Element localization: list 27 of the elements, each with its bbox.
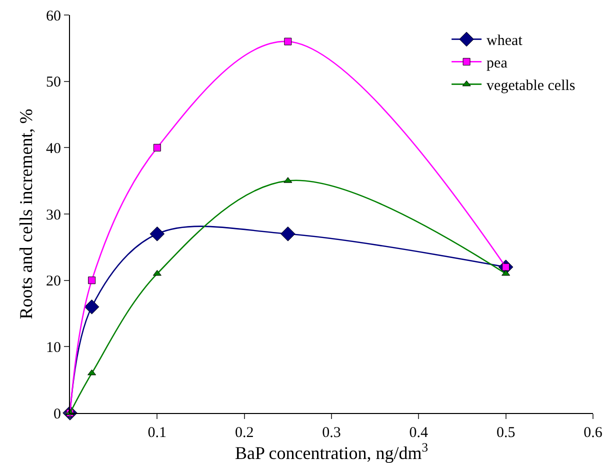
point: [84, 299, 100, 314]
x-tick-label: 0.5: [496, 425, 516, 441]
y-tick-label: 40: [46, 140, 61, 157]
x-tick-label: 0.4: [409, 425, 429, 441]
x-tick-label: 0.3: [322, 425, 341, 441]
y-tick-label: 50: [46, 74, 61, 91]
x-tick-label: 0.1: [148, 425, 167, 441]
y-axis-title: Roots and cells increment, %: [16, 108, 36, 320]
y-tick-label: 60: [46, 8, 61, 24]
x-tick-label: 0.6: [584, 425, 603, 441]
x-axis-title: BaP concentration, ng/dm$^{3}$: [234, 440, 428, 463]
x-tick-label: 0.2: [234, 425, 254, 441]
point: [150, 226, 165, 242]
point: [502, 270, 510, 276]
point: [280, 226, 296, 242]
point: [152, 270, 162, 276]
y-tick-label: 20: [46, 274, 61, 290]
point: [88, 276, 96, 284]
point: [153, 144, 161, 152]
point: [284, 38, 292, 46]
y-tick-label: 30: [46, 207, 61, 224]
point: [88, 369, 96, 376]
y-tick-label: 10: [46, 340, 61, 356]
legend-label: wheat: [486, 33, 524, 50]
y-tick-label: 0: [54, 406, 61, 422]
legend-label: pea: [486, 56, 508, 72]
legend-label: vegetable cells: [486, 78, 576, 94]
